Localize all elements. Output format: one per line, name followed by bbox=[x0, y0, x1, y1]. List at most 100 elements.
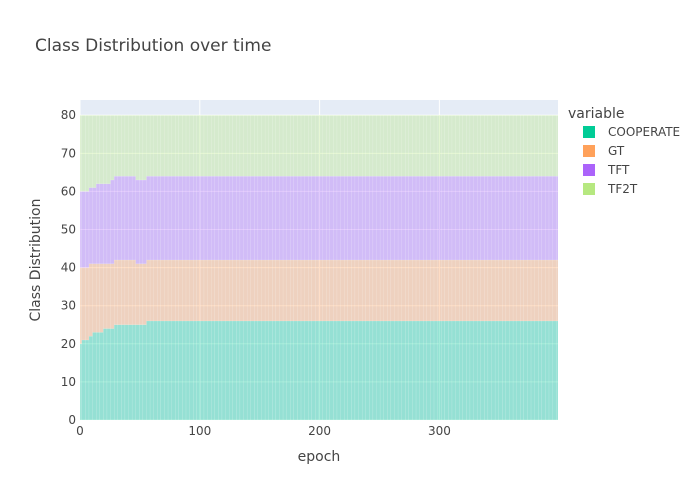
bar-segment-cooperate bbox=[121, 324, 126, 421]
bar-segment-gt bbox=[218, 259, 223, 322]
bar-segment-gt bbox=[462, 259, 467, 322]
bar-segment-tft bbox=[397, 176, 402, 261]
bar-segment-gt bbox=[275, 259, 280, 322]
legend-item-gt[interactable]: GT bbox=[583, 144, 625, 158]
bar-segment-tf2t bbox=[121, 115, 126, 177]
bar-segment-tft bbox=[257, 176, 262, 261]
bar-segment-cooperate bbox=[131, 324, 136, 421]
bar-segment-cooperate bbox=[430, 320, 435, 421]
bar-segment-tf2t bbox=[279, 115, 284, 177]
bar-segment-cooperate bbox=[203, 320, 208, 421]
bar-segment-gt bbox=[491, 259, 496, 322]
bar-segment-tf2t bbox=[117, 115, 122, 177]
bar-segment-cooperate bbox=[437, 320, 442, 421]
bar-segment-tft bbox=[451, 176, 456, 261]
bar-segment-gt bbox=[556, 259, 559, 322]
bar-segment-cooperate bbox=[88, 336, 93, 421]
bar-segment-gt bbox=[426, 259, 431, 322]
bar-segment-cooperate bbox=[387, 320, 392, 421]
bar-segment-cooperate bbox=[99, 332, 104, 421]
bar-segment-gt bbox=[358, 259, 363, 322]
bar-segment-cooperate bbox=[279, 320, 284, 421]
bar-segment-tft bbox=[225, 176, 230, 261]
bar-segment-tft bbox=[412, 176, 417, 261]
legend-item-tf2t[interactable]: TF2T bbox=[583, 182, 638, 196]
bar-segment-gt bbox=[268, 259, 273, 322]
bar-segment-tf2t bbox=[322, 115, 327, 177]
bar-segment-gt bbox=[383, 259, 388, 322]
x-axis-ticks: 0 100 200 300 bbox=[76, 424, 451, 438]
bar-segment-gt bbox=[469, 259, 474, 322]
bar-segment-tf2t bbox=[423, 115, 427, 177]
bar-segment-tft bbox=[336, 176, 341, 261]
bar-segment-tft bbox=[81, 191, 86, 268]
bar-segment-gt bbox=[419, 259, 424, 322]
bar-segment-tft bbox=[473, 176, 478, 261]
bar-segment-tft bbox=[523, 176, 528, 261]
bar-segment-tf2t bbox=[106, 115, 111, 184]
bar-segment-cooperate bbox=[308, 320, 312, 421]
bar-segment-gt bbox=[304, 259, 309, 322]
bar-segment-tf2t bbox=[394, 115, 399, 177]
bar-segment-gt bbox=[300, 259, 305, 322]
bar-segment-gt bbox=[85, 267, 90, 341]
legend-swatch bbox=[583, 145, 595, 157]
bar-segment-tf2t bbox=[484, 115, 489, 177]
bar-segment-tf2t bbox=[469, 115, 474, 177]
bar-segment-tft bbox=[369, 176, 374, 261]
bar-segment-gt bbox=[538, 259, 542, 322]
bar-segment-cooperate bbox=[96, 332, 100, 421]
bar-segment-cooperate bbox=[275, 320, 280, 421]
bar-segment-cooperate bbox=[476, 320, 481, 421]
bar-segment-tft bbox=[110, 179, 115, 264]
bar-segment-tft bbox=[99, 183, 104, 264]
bar-segment-tf2t bbox=[455, 115, 460, 177]
bar-segment-tf2t bbox=[480, 115, 485, 177]
bar-segment-cooperate bbox=[494, 320, 499, 421]
bar-segment-gt bbox=[146, 259, 151, 322]
bar-segment-gt bbox=[333, 259, 338, 322]
bar-segment-cooperate bbox=[196, 320, 201, 421]
bar-segment-cooperate bbox=[207, 320, 212, 421]
bar-segment-gt bbox=[340, 259, 345, 322]
bar-segment-cooperate bbox=[135, 324, 140, 421]
bar-segment-tf2t bbox=[397, 115, 402, 177]
bar-segment-tft bbox=[408, 176, 413, 261]
bar-segment-tf2t bbox=[99, 115, 104, 184]
bar-segment-tft bbox=[182, 176, 187, 261]
bar-segment-cooperate bbox=[225, 320, 230, 421]
bar-segment-tft bbox=[437, 176, 442, 261]
bar-segment-tft bbox=[85, 191, 90, 268]
legend-item-cooperate[interactable]: COOPERATE bbox=[583, 125, 680, 139]
bar-segment-tft bbox=[131, 176, 136, 261]
bar-segment-cooperate bbox=[426, 320, 431, 421]
bar-segment-cooperate bbox=[92, 332, 97, 421]
bar-segment-tft bbox=[433, 176, 438, 261]
bar-segment-cooperate bbox=[164, 320, 169, 421]
bar-segment-cooperate bbox=[466, 320, 471, 421]
bar-segment-gt bbox=[480, 259, 485, 322]
bar-segment-gt bbox=[552, 259, 557, 322]
bar-segment-cooperate bbox=[520, 320, 525, 421]
bar-segment-tft bbox=[326, 176, 330, 261]
bar-segment-cooperate bbox=[415, 320, 420, 421]
bar-segment-tft bbox=[333, 176, 338, 261]
bar-segment-tf2t bbox=[444, 115, 449, 177]
bar-segment-gt bbox=[372, 259, 377, 322]
bar-segment-gt bbox=[326, 259, 330, 322]
bar-segment-tft bbox=[502, 176, 507, 261]
bar-segment-cooperate bbox=[423, 320, 427, 421]
bar-segment-gt bbox=[441, 259, 445, 322]
bar-segment-gt bbox=[211, 259, 215, 322]
bar-segment-gt bbox=[451, 259, 456, 322]
bar-segment-tf2t bbox=[85, 115, 90, 192]
bar-segment-tf2t bbox=[462, 115, 467, 177]
bar-segment-tft bbox=[466, 176, 471, 261]
bar-segment-tft bbox=[239, 176, 244, 261]
bar-segment-cooperate bbox=[167, 320, 172, 421]
bar-segment-tf2t bbox=[207, 115, 212, 177]
bar-segment-tf2t bbox=[135, 115, 140, 181]
legend-item-tft[interactable]: TFT bbox=[583, 163, 630, 177]
bar-segment-tf2t bbox=[426, 115, 431, 177]
bar-segment-cooperate bbox=[530, 320, 535, 421]
